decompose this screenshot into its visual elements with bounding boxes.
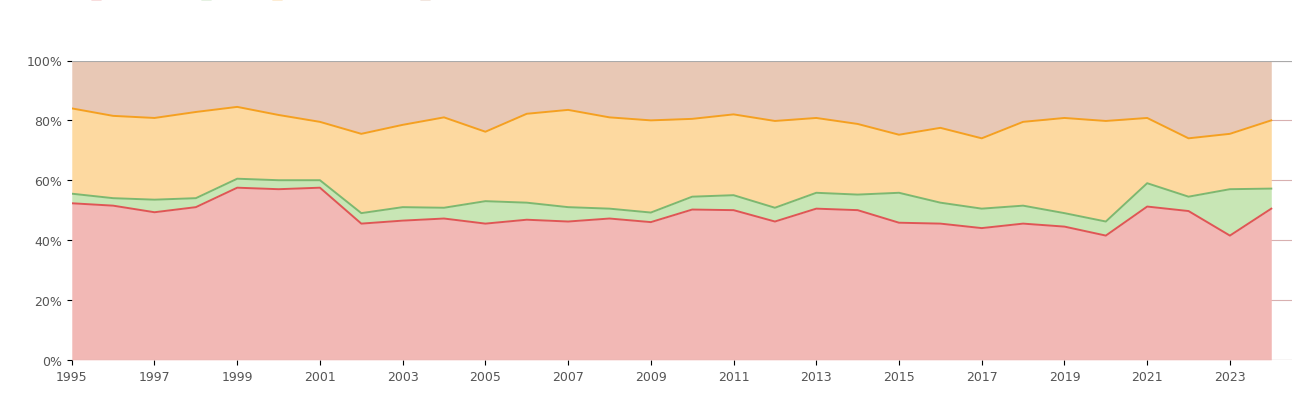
Legend: Detached, Flat, Semi-Detached, Terraced: Detached, Flat, Semi-Detached, Terraced [78,0,506,8]
